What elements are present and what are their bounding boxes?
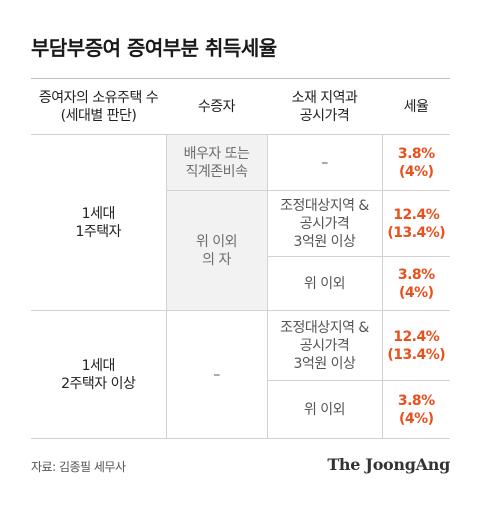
table-row: 위 이외 3.8% (4%) bbox=[31, 380, 450, 439]
table-row: 1세대 1주택자 배우자 또는 직계존비속 – 3.8% (4%) bbox=[31, 134, 450, 311]
group2-rate-regulated: 12.4% (13.4%) bbox=[381, 310, 450, 381]
source-credit: 자료: 김종필 세무사 bbox=[31, 460, 126, 474]
group2-region-other: 위 이외 bbox=[266, 380, 382, 439]
group2-rate-other: 3.8% (4%) bbox=[381, 380, 450, 439]
table-header-row: 증여자의 소유주택 수 (세대별 판단) 수증자 소재 지역과 공시가격 세율 bbox=[31, 78, 450, 135]
tax-rate-table: 증여자의 소유주택 수 (세대별 판단) 수증자 소재 지역과 공시가격 세율 … bbox=[31, 78, 450, 439]
group1-region-other: 위 이외 bbox=[266, 256, 382, 311]
group2-label: 1세대 2주택자 이상 bbox=[31, 310, 166, 439]
table-row: 위 이외 3.8% (4%) bbox=[31, 256, 450, 311]
table-row: 위 이외 의 자 조정대상지역 & 공시가격 3억원 이상 12.4% (13.… bbox=[31, 190, 450, 311]
header-region-price: 소재 지역과 공시가격 bbox=[267, 78, 382, 135]
table-row: 1세대 2주택자 이상 – 조정대상지역 & 공시가격 3억원 이상 12.4%… bbox=[31, 310, 450, 439]
group1-rate-spouse: 3.8% (4%) bbox=[381, 134, 450, 191]
group1-rate-other: 3.8% (4%) bbox=[381, 256, 450, 311]
group2-region-regulated: 조정대상지역 & 공시가격 3억원 이상 bbox=[266, 310, 382, 381]
group1-recipient-other: 위 이외 의 자 bbox=[165, 190, 267, 311]
group1-region-none: – bbox=[266, 134, 382, 191]
group1-label: 1세대 1주택자 bbox=[31, 134, 166, 311]
brand-logo: The JoongAng bbox=[327, 455, 450, 474]
group2-recipient: – bbox=[165, 310, 267, 439]
header-owner-house-count: 증여자의 소유주택 수 (세대별 판단) bbox=[31, 78, 166, 135]
page-title: 부담부증여 증여부분 취득세율 bbox=[31, 36, 277, 60]
group1-recipient-spouse: 배우자 또는 직계존비속 bbox=[165, 134, 267, 191]
header-recipient: 수증자 bbox=[166, 78, 267, 135]
header-tax-rate: 세율 bbox=[382, 78, 450, 135]
group1-rate-regulated: 12.4% (13.4%) bbox=[381, 190, 450, 257]
group1-region-regulated: 조정대상지역 & 공시가격 3억원 이상 bbox=[266, 190, 382, 257]
